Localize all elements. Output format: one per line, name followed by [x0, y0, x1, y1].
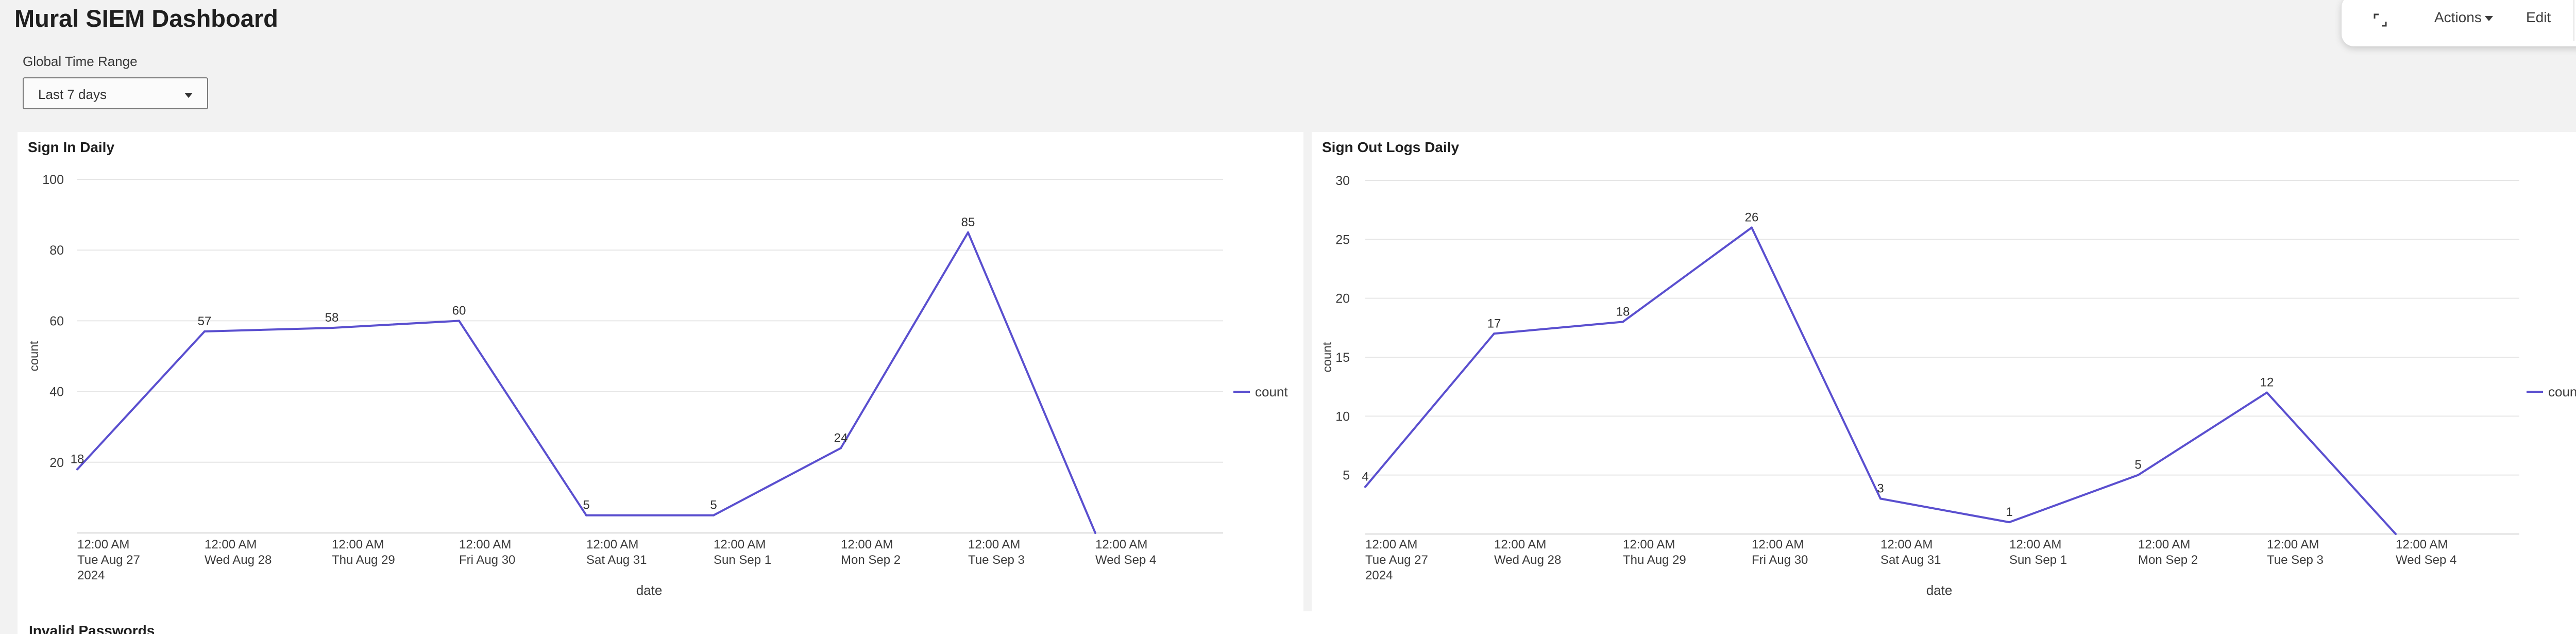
x-tick-label: 12:00 AM Mon Sep 2	[2138, 538, 2198, 567]
x-tick-label: 12:00 AM Fri Aug 30	[1752, 538, 1808, 567]
data-label: 24	[834, 431, 848, 445]
x-tick-label: 12:00 AM Thu Aug 29	[332, 538, 395, 567]
panel-title: Sign In Daily	[28, 139, 115, 155]
toolbar-divider	[2573, 0, 2574, 41]
data-point	[713, 514, 715, 516]
x-tick-label: 12:00 AM Wed Sep 4	[2396, 538, 2456, 567]
expand-icon[interactable]	[2367, 7, 2393, 33]
data-label: 26	[1745, 210, 1759, 224]
data-point	[2395, 533, 2397, 535]
y-tick-label: 10	[1335, 409, 1350, 424]
dashboard-toolbar: Actions Edit	[2342, 0, 2576, 46]
sign-in-line-chart: 20 40 60 80 100 count 12:00 AM Tue Aug 27 2024 12…	[27, 173, 1288, 598]
x-tick-label: 12:00 AM Wed Aug 28	[1494, 538, 1561, 567]
panel-sign-in-daily: Sign In Daily 20 40 60 80 100 count 12:00 AM Tu…	[18, 132, 1303, 611]
x-tick-label: 12:00 AM Sun Sep 1	[2009, 538, 2067, 567]
x-tick-label: 12:00 AM Fri Aug 30	[459, 538, 515, 567]
data-label: 5	[583, 498, 589, 512]
x-tick-label: 12:00 AM Mon Sep 2	[841, 538, 901, 567]
data-label: 18	[1616, 305, 1630, 319]
x-tick-label: 12:00 AM Thu Aug 29	[1623, 538, 1686, 567]
time-range-value: Last 7 days	[38, 87, 107, 102]
data-point	[204, 330, 206, 332]
y-tick-label: 30	[1335, 174, 1350, 188]
data-point	[1364, 486, 1366, 488]
x-tick-label: 12:00 AM Tue Sep 3	[968, 538, 1025, 567]
time-range-dropdown[interactable]: Last 7 days	[23, 77, 208, 109]
data-point	[2137, 474, 2139, 476]
data-label: 18	[71, 453, 84, 466]
y-axis-label: count	[1320, 342, 1334, 372]
y-tick-label: 40	[49, 385, 64, 399]
y-tick-label: 100	[42, 173, 64, 187]
data-point	[1751, 226, 1753, 229]
x-tick-label: 12:00 AM Wed Sep 4	[1095, 538, 1156, 567]
y-tick-label: 20	[49, 456, 64, 470]
data-label: 12	[2260, 376, 2274, 390]
data-label: 5	[710, 498, 717, 512]
data-point	[1622, 321, 1624, 323]
chevron-down-icon	[2484, 16, 2493, 21]
page-title: Mural SIEM Dashboard	[14, 5, 278, 32]
data-label: 85	[961, 215, 975, 229]
y-tick-label: 25	[1335, 232, 1350, 247]
time-range-label: Global Time Range	[23, 54, 138, 69]
panel-title: Invalid Passwords	[29, 623, 155, 634]
edit-button[interactable]: Edit	[2526, 9, 2551, 25]
x-tick-label: 12:00 AM Sat Aug 31	[1880, 538, 1941, 567]
x-tick-label: 12:00 AM Tue Sep 3	[2267, 538, 2324, 567]
data-label: 3	[1877, 481, 1884, 495]
data-label: 5	[2134, 458, 2141, 472]
panel-title: Sign Out Logs Daily	[1322, 139, 1460, 155]
data-point	[458, 320, 460, 322]
x-tick-label: 12:00 AM Tue Aug 27 2024	[77, 538, 140, 582]
data-point	[1493, 332, 1495, 335]
chevron-down-icon	[184, 93, 193, 98]
legend-label: count	[1255, 384, 1288, 399]
series-line-count	[76, 231, 1096, 533]
y-tick-label: 5	[1343, 469, 1350, 483]
data-point	[1879, 497, 1882, 500]
x-tick-label: 12:00 AM Sun Sep 1	[714, 538, 771, 567]
x-axis-label: date	[636, 582, 663, 598]
x-tick-label: 12:00 AM Sat Aug 31	[586, 538, 647, 567]
x-tick-label: 12:00 AM Tue Aug 27 2024	[1365, 538, 1428, 582]
data-label: 60	[452, 304, 466, 318]
y-tick-label: 60	[49, 314, 64, 328]
x-tick-label: 12:00 AM Wed Aug 28	[205, 538, 272, 567]
y-tick-label: 80	[49, 243, 64, 258]
data-label: 57	[198, 314, 212, 328]
data-point	[331, 327, 333, 329]
data-point	[2266, 391, 2268, 394]
data-label: 17	[1487, 316, 1501, 330]
data-point	[967, 231, 969, 233]
data-label: 4	[1362, 470, 1368, 484]
data-label: 58	[325, 311, 339, 325]
actions-label: Actions	[2434, 9, 2482, 25]
data-point	[2008, 521, 2010, 524]
y-tick-label: 20	[1335, 292, 1350, 306]
data-point	[1094, 532, 1096, 534]
y-tick-label: 15	[1335, 351, 1350, 365]
data-label: 1	[2006, 505, 2012, 519]
actions-menu-button[interactable]: Actions	[2434, 9, 2493, 26]
data-point	[585, 514, 587, 516]
panel-invalid-passwords: Invalid Passwords	[18, 611, 2576, 634]
legend-label: count	[2548, 384, 2576, 399]
data-point	[76, 468, 78, 471]
panel-sign-out-logs-daily: Sign Out Logs Daily 5 10 15 20 25 30 count 12:0…	[1312, 132, 2576, 611]
y-axis-label: count	[27, 341, 41, 371]
data-point	[840, 447, 842, 449]
x-axis-label: date	[1926, 582, 1953, 598]
